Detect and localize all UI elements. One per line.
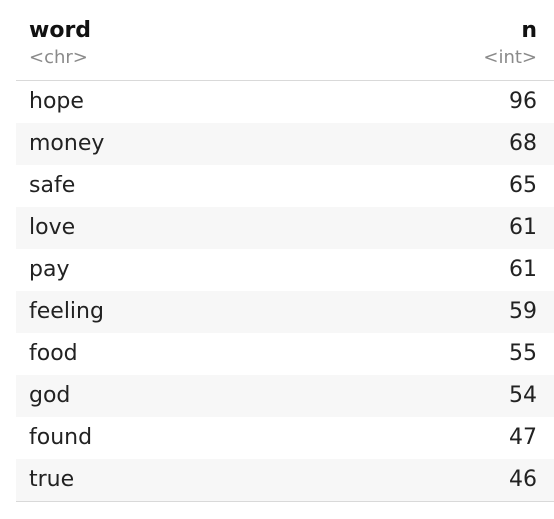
table-row: true 46	[16, 459, 554, 501]
column-name: n	[521, 18, 537, 43]
column-header-word[interactable]: word <chr>	[29, 18, 91, 70]
cell-n: 54	[509, 383, 537, 408]
column-type: <chr>	[29, 47, 88, 68]
cell-word: hope	[29, 89, 84, 114]
column-header-n[interactable]: n <int>	[483, 18, 537, 70]
cell-word: pay	[29, 257, 70, 282]
table-row: hope 96	[16, 81, 554, 123]
table-bottom-divider	[16, 501, 554, 502]
cell-word: feeling	[29, 299, 104, 324]
cell-n: 61	[509, 215, 537, 240]
table-row: food 55	[16, 333, 554, 375]
cell-n: 47	[509, 425, 537, 450]
cell-word: found	[29, 425, 93, 450]
cell-word: god	[29, 383, 71, 408]
table-body: hope 96 money 68 safe 65 love 61 pay 61 …	[16, 81, 554, 501]
data-table: word <chr> n <int> hope 96 money 68 safe…	[16, 0, 554, 502]
cell-n: 46	[509, 467, 537, 492]
table-header: word <chr> n <int>	[16, 0, 554, 81]
column-type: <int>	[483, 47, 537, 68]
cell-word: true	[29, 467, 75, 492]
table-row: love 61	[16, 207, 554, 249]
table-row: god 54	[16, 375, 554, 417]
cell-n: 96	[509, 89, 537, 114]
table-row: money 68	[16, 123, 554, 165]
cell-word: safe	[29, 173, 76, 198]
cell-word: love	[29, 215, 76, 240]
table-row: found 47	[16, 417, 554, 459]
cell-word: food	[29, 341, 78, 366]
column-name: word	[29, 18, 92, 43]
cell-n: 59	[509, 299, 537, 324]
cell-n: 68	[509, 131, 537, 156]
table-row: safe 65	[16, 165, 554, 207]
cell-n: 55	[509, 341, 537, 366]
cell-n: 65	[509, 173, 537, 198]
table-row: pay 61	[16, 249, 554, 291]
cell-n: 61	[509, 257, 537, 282]
table-row: feeling 59	[16, 291, 554, 333]
cell-word: money	[29, 131, 105, 156]
